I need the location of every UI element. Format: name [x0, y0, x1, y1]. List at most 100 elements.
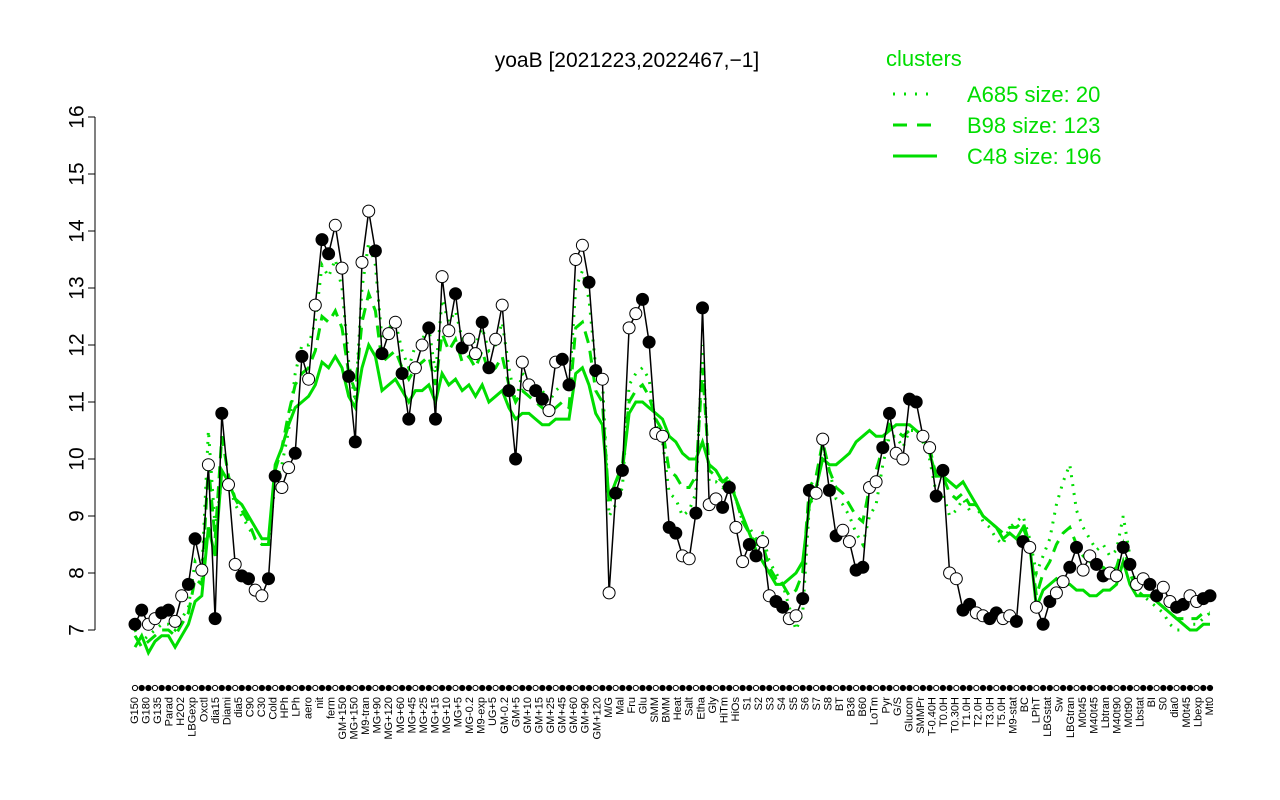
- x-rug-mark: [218, 684, 225, 692]
- x-tick-label: M9-exp: [476, 697, 488, 734]
- x-rug-mark: [626, 684, 633, 692]
- x-axis: G150 G180 G135 Parad H2O2 LBGexp Oxctl dia15 Dia…: [129, 684, 1216, 740]
- data-point: [509, 452, 523, 466]
- x-rug-mark: [145, 684, 152, 692]
- data-point: [589, 364, 603, 378]
- x-rug-mark: [572, 684, 579, 692]
- x-rug-mark: [1080, 684, 1087, 692]
- x-rug-mark: [953, 684, 960, 692]
- data-point: [629, 307, 643, 321]
- data-point: [722, 481, 736, 494]
- x-tick-label: S4: [776, 697, 788, 710]
- x-rug-mark: [1186, 684, 1194, 692]
- x-tick-label: T0.30H: [950, 697, 962, 733]
- x-rug-mark: [165, 684, 172, 692]
- x-rug-mark: [372, 684, 379, 692]
- data-point: [268, 469, 282, 483]
- x-tick-label: Lbexp: [1192, 697, 1204, 727]
- x-tick-label: MG+150: [349, 697, 361, 740]
- data-point: [716, 500, 730, 514]
- x-tick-label: Glu: [638, 697, 650, 714]
- x-rug-mark: [459, 684, 466, 692]
- y-tick-label: 14: [66, 219, 89, 243]
- x-rug-mark: [1160, 684, 1167, 692]
- data-point: [208, 612, 222, 626]
- x-tick-label: SMMPr: [915, 697, 927, 734]
- x-rug-mark: [205, 684, 212, 692]
- x-tick-label: Oxctl: [198, 697, 210, 722]
- x-rug-mark: [946, 684, 953, 692]
- data-point: [562, 378, 576, 392]
- x-rug-mark: [392, 684, 399, 692]
- data-point: [515, 355, 529, 369]
- data-point: [288, 446, 302, 460]
- x-rug-mark: [318, 684, 326, 692]
- data-point: [395, 367, 409, 380]
- x-rug-mark: [212, 684, 219, 692]
- data-point: [1070, 540, 1083, 554]
- data-point: [135, 603, 149, 617]
- x-rug-mark: [899, 684, 907, 692]
- x-rug-mark: [666, 684, 673, 692]
- data-point: [535, 392, 549, 406]
- x-rug-mark: [853, 684, 860, 692]
- x-rug-mark: [385, 684, 392, 692]
- data-point: [195, 563, 209, 577]
- data-point: [402, 412, 416, 426]
- x-rug-mark: [786, 684, 793, 692]
- x-tick-label: MG+60: [395, 697, 407, 733]
- x-tick-label: Fru: [626, 697, 638, 714]
- data-point: [1009, 614, 1023, 628]
- x-rug-mark: [412, 684, 419, 692]
- x-tick-label: HiTm: [718, 697, 730, 723]
- x-rug-mark: [1206, 684, 1214, 692]
- x-tick-label: GM+10: [522, 697, 534, 733]
- x-rug-mark: [325, 684, 332, 692]
- x-rug-mark: [772, 684, 780, 692]
- data-point: [796, 592, 810, 606]
- x-rug-mark: [232, 684, 239, 692]
- legend-label-b98: B98 size: 123: [967, 113, 1100, 138]
- x-rug-mark: [926, 684, 933, 692]
- x-rug-mark: [272, 684, 279, 692]
- x-tick-label: B60: [857, 697, 869, 717]
- data-point: [916, 429, 930, 443]
- x-rug-mark: [292, 684, 299, 692]
- x-rug-mark: [939, 684, 947, 692]
- x-rug-mark: [332, 684, 339, 692]
- x-tick-label: GM-0.2: [499, 697, 511, 734]
- x-tick-label: GM+15: [533, 697, 545, 733]
- data-point: [529, 384, 543, 398]
- x-rug-mark: [813, 684, 820, 692]
- data-point: [642, 335, 656, 349]
- data-point: [636, 292, 649, 306]
- x-tick-label: T0.0H: [938, 697, 950, 727]
- legend-title: clusters: [886, 46, 962, 71]
- data-point: [1029, 600, 1043, 614]
- x-rug-mark: [585, 684, 593, 692]
- x-rug-mark: [1146, 684, 1154, 692]
- x-tick-label: GM+60: [568, 697, 580, 733]
- x-rug-mark: [659, 684, 666, 692]
- x-rug-mark: [739, 684, 746, 692]
- data-point: [696, 301, 709, 315]
- data-point: [622, 321, 636, 335]
- x-tick-label: M40t45: [1088, 697, 1100, 734]
- data-point: [435, 270, 449, 284]
- x-rug-mark: [799, 684, 806, 692]
- x-rug-mark: [1166, 684, 1174, 692]
- data-point: [1083, 549, 1097, 563]
- x-rug-mark: [1126, 684, 1134, 692]
- data-point: [883, 406, 896, 420]
- data-point: [749, 549, 763, 563]
- data-point: [923, 441, 937, 455]
- data-point: [615, 463, 629, 477]
- x-rug-mark: [552, 684, 559, 692]
- data-point: [1110, 569, 1123, 583]
- data-point: [542, 404, 556, 418]
- x-rug-mark: [692, 684, 700, 692]
- x-rug-mark: [519, 684, 526, 692]
- x-rug-mark: [993, 684, 1000, 692]
- x-rug-mark: [779, 684, 786, 692]
- x-rug-mark: [599, 684, 606, 692]
